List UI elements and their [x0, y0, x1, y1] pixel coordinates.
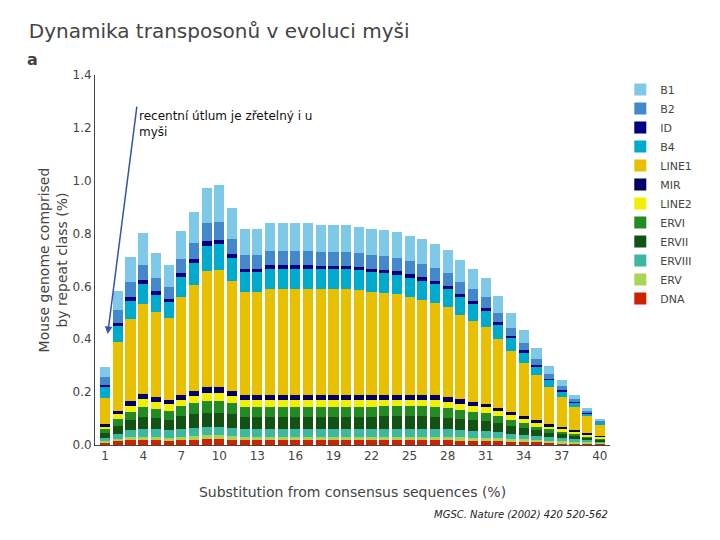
svg-text:0.8: 0.8 [73, 227, 92, 241]
svg-text:16: 16 [288, 449, 303, 463]
svg-text:40: 40 [592, 449, 607, 463]
svg-text:a: a [27, 50, 38, 69]
svg-text:LINE1: LINE1 [660, 160, 692, 173]
svg-text:22: 22 [364, 449, 379, 463]
svg-text:Substitution from consensus se: Substitution from consensus sequences (%… [199, 484, 506, 500]
svg-text:1.0: 1.0 [73, 174, 92, 188]
svg-text:13: 13 [250, 449, 265, 463]
svg-text:recentní útlum je zřetelný i u: recentní útlum je zřetelný i umyši [139, 109, 312, 139]
svg-text:34: 34 [516, 449, 531, 463]
svg-text:1: 1 [101, 449, 109, 463]
svg-text:DNA: DNA [660, 293, 685, 306]
svg-text:MGSC. Nature (2002) 420 520-56: MGSC. Nature (2002) 420 520-562 [434, 509, 608, 520]
svg-text:1.4: 1.4 [73, 68, 92, 82]
svg-text:19: 19 [326, 449, 341, 463]
svg-text:10: 10 [212, 449, 227, 463]
svg-text:ERVI: ERVI [660, 217, 685, 230]
svg-text:B1: B1 [660, 84, 675, 97]
svg-text:0.6: 0.6 [73, 280, 92, 294]
svg-text:37: 37 [554, 449, 569, 463]
svg-text:B2: B2 [660, 103, 675, 116]
svg-text:28: 28 [440, 449, 455, 463]
svg-text:7: 7 [177, 449, 185, 463]
svg-text:0.2: 0.2 [73, 385, 92, 399]
svg-text:B4: B4 [660, 141, 675, 154]
svg-text:ERV: ERV [660, 274, 682, 287]
svg-text:1.2: 1.2 [73, 121, 92, 135]
svg-text:Dynamika transposonů v evoluci: Dynamika transposonů v evoluci myši [29, 19, 410, 43]
svg-text:LINE2: LINE2 [660, 198, 692, 211]
svg-text:0.4: 0.4 [73, 332, 92, 346]
svg-text:0.0: 0.0 [73, 438, 92, 452]
svg-text:25: 25 [402, 449, 417, 463]
svg-text:ERVII: ERVII [660, 236, 688, 249]
svg-text:Mouse genome comprisedby repea: Mouse genome comprisedby repeat class (%… [36, 168, 70, 353]
svg-text:4: 4 [139, 449, 147, 463]
svg-text:31: 31 [478, 449, 493, 463]
svg-text:ID: ID [660, 122, 672, 135]
svg-text:ERVIII: ERVIII [660, 255, 691, 268]
svg-text:MIR: MIR [660, 179, 681, 192]
